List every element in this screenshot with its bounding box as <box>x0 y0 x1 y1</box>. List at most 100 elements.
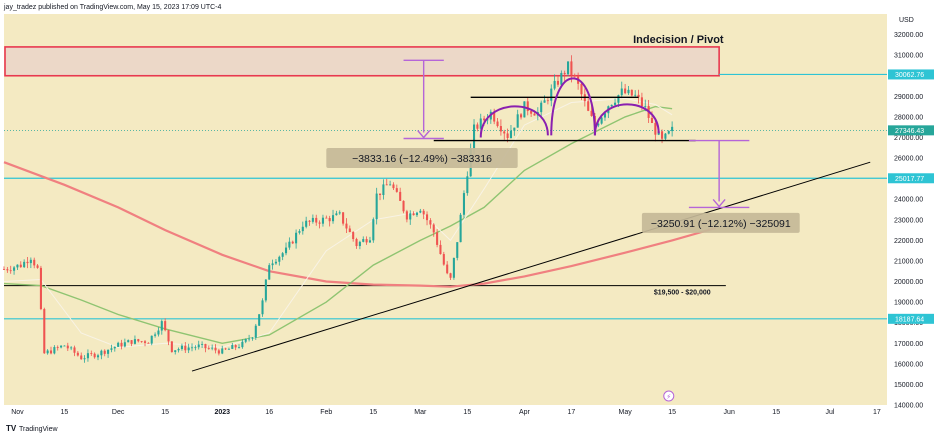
candle[interactable] <box>291 240 294 245</box>
candle[interactable] <box>587 97 590 112</box>
candle[interactable] <box>664 133 667 141</box>
candle[interactable] <box>33 257 36 269</box>
measure-m1[interactable]: −3833.16 (−12.49%) −383316 <box>326 59 518 169</box>
candle[interactable] <box>546 97 549 105</box>
candle[interactable] <box>308 220 311 226</box>
candle[interactable] <box>556 75 560 87</box>
candle[interactable] <box>509 125 513 139</box>
candle[interactable] <box>9 265 12 274</box>
candle[interactable] <box>130 340 133 347</box>
candle[interactable] <box>462 190 466 219</box>
candle[interactable] <box>154 332 157 338</box>
candle[interactable] <box>211 344 214 351</box>
candle[interactable] <box>83 355 86 363</box>
candle[interactable] <box>446 261 449 275</box>
candle[interactable] <box>352 231 355 242</box>
candle[interactable] <box>305 216 308 229</box>
candle[interactable] <box>264 279 267 303</box>
candle[interactable] <box>244 338 247 344</box>
candle[interactable] <box>298 229 301 235</box>
candle[interactable] <box>231 342 234 350</box>
candle[interactable] <box>503 129 506 140</box>
candle[interactable] <box>459 212 462 243</box>
candle[interactable] <box>496 117 499 128</box>
candle[interactable] <box>375 187 378 225</box>
candle[interactable] <box>73 345 76 357</box>
candle[interactable] <box>204 343 207 353</box>
candle[interactable] <box>392 182 395 190</box>
candle[interactable] <box>378 193 382 201</box>
moving-average-ma50[interactable] <box>3 105 673 345</box>
candle[interactable] <box>627 86 630 95</box>
candle[interactable] <box>93 352 96 359</box>
candle[interactable] <box>13 265 16 275</box>
candle[interactable] <box>251 337 254 341</box>
candle[interactable] <box>288 237 291 250</box>
candle[interactable] <box>150 335 153 346</box>
candle[interactable] <box>70 346 73 351</box>
candle[interactable] <box>325 215 328 219</box>
pattern-arc-2[interactable] <box>550 77 596 136</box>
candle[interactable] <box>46 349 49 355</box>
candle[interactable] <box>365 236 368 245</box>
candle[interactable] <box>214 344 217 354</box>
candle[interactable] <box>395 184 398 193</box>
candle[interactable] <box>140 340 143 343</box>
candle[interactable] <box>201 341 204 349</box>
candle[interactable] <box>449 272 452 281</box>
candle[interactable] <box>100 349 103 360</box>
candle[interactable] <box>321 214 324 227</box>
candle[interactable] <box>301 221 304 235</box>
candle[interactable] <box>190 343 194 352</box>
event-marker-icon[interactable] <box>663 390 675 402</box>
candle[interactable] <box>466 171 469 196</box>
indecision-zone[interactable] <box>4 46 720 77</box>
candle[interactable] <box>53 345 56 355</box>
candle[interactable] <box>600 116 603 125</box>
candle[interactable] <box>345 218 348 234</box>
candle[interactable] <box>19 261 22 268</box>
candle[interactable] <box>432 223 435 237</box>
candle[interactable] <box>133 335 136 345</box>
candle[interactable] <box>56 345 59 351</box>
candle[interactable] <box>338 210 341 215</box>
candle[interactable] <box>86 349 89 362</box>
candle[interactable] <box>187 343 190 354</box>
candle[interactable] <box>29 257 32 269</box>
candle[interactable] <box>513 127 516 136</box>
candle[interactable] <box>76 350 79 357</box>
candle[interactable] <box>16 264 19 270</box>
candle[interactable] <box>167 329 170 346</box>
candle[interactable] <box>60 345 63 349</box>
candle[interactable] <box>624 83 627 95</box>
candle[interactable] <box>39 265 42 311</box>
candle[interactable] <box>281 251 284 261</box>
candle[interactable] <box>96 353 100 361</box>
candle[interactable] <box>318 220 321 229</box>
candle[interactable] <box>120 339 123 350</box>
candle[interactable] <box>237 344 241 349</box>
candle[interactable] <box>110 344 113 353</box>
candle[interactable] <box>170 341 173 353</box>
candle[interactable] <box>207 345 210 350</box>
candle[interactable] <box>36 263 39 269</box>
candle[interactable] <box>671 121 674 137</box>
candle[interactable] <box>254 323 257 340</box>
candle[interactable] <box>516 109 519 128</box>
candle[interactable] <box>241 339 244 349</box>
candle[interactable] <box>456 242 459 261</box>
candle[interactable] <box>419 208 422 214</box>
candle[interactable] <box>234 344 237 351</box>
candle[interactable] <box>224 347 227 351</box>
candle[interactable] <box>405 209 408 223</box>
candle[interactable] <box>248 334 251 342</box>
candle[interactable] <box>520 113 523 120</box>
candle[interactable] <box>436 229 439 248</box>
candle[interactable] <box>295 229 298 249</box>
candle[interactable] <box>2 266 6 270</box>
candle[interactable] <box>523 101 526 118</box>
candle[interactable] <box>147 342 150 344</box>
candle[interactable] <box>429 218 432 229</box>
candle[interactable] <box>362 236 365 243</box>
